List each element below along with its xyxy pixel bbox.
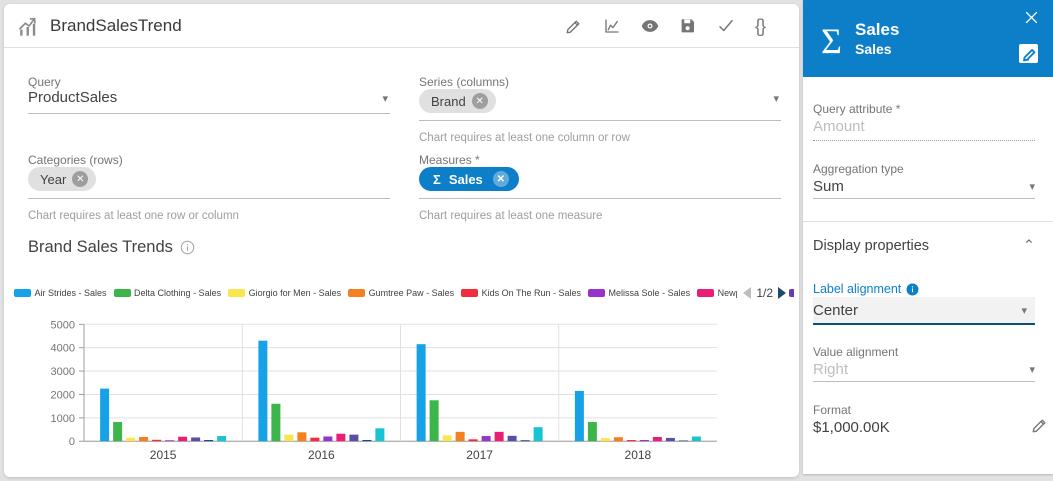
- svg-text:2018: 2018: [625, 448, 652, 462]
- svg-text:2016: 2016: [308, 448, 335, 462]
- svg-text:2015: 2015: [150, 448, 177, 462]
- svg-text:4000: 4000: [51, 343, 75, 355]
- svg-text:5000: 5000: [51, 319, 75, 331]
- svg-text:2000: 2000: [51, 389, 75, 401]
- svg-text:0: 0: [69, 436, 75, 448]
- svg-text:2017: 2017: [466, 448, 493, 462]
- svg-text:1000: 1000: [51, 413, 75, 425]
- svg-text:3000: 3000: [51, 366, 75, 378]
